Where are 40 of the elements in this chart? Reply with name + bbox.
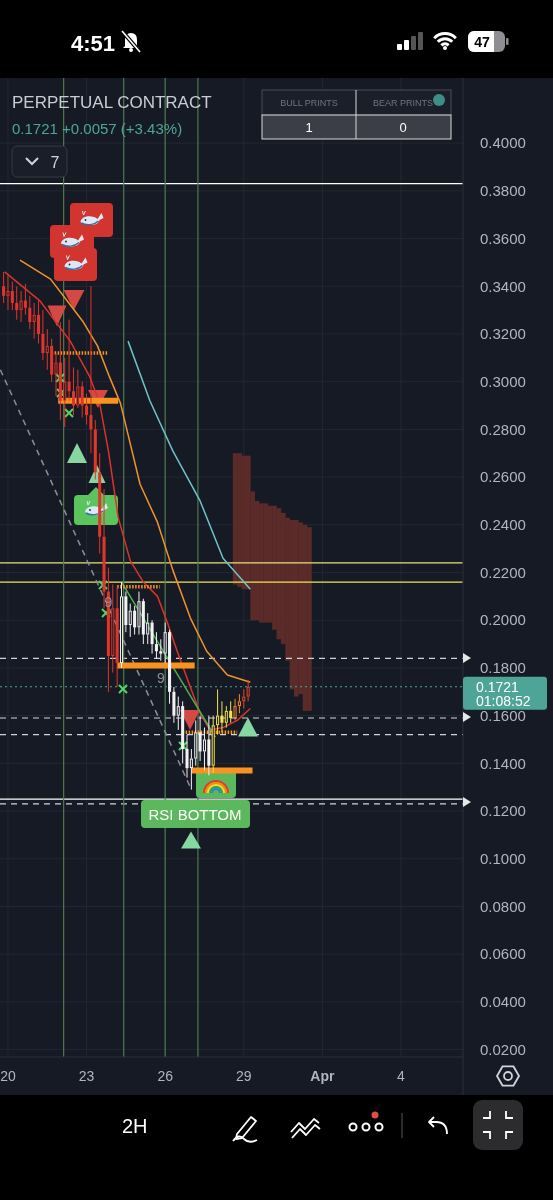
- annotation: BULL PRINTS: [280, 98, 338, 108]
- y-tick-label: 0.2000: [480, 611, 526, 629]
- y-tick-label: 0.3400: [480, 277, 526, 295]
- y-tick-label: 0.3200: [480, 325, 526, 343]
- annotation: 7: [50, 154, 60, 171]
- y-tick-label: 0.2600: [480, 468, 526, 486]
- text: 4:51: [71, 31, 116, 56]
- y-tick-label: 0.1000: [480, 850, 526, 868]
- y-tick-label: 0.1800: [480, 659, 526, 677]
- y-tick-label: 0.0800: [480, 897, 526, 915]
- y-tick-label: 0.2800: [480, 420, 526, 438]
- y-tick-label: 0.4000: [480, 134, 526, 152]
- y-tick-label: 0.0200: [480, 1040, 526, 1058]
- x-tick-label: 20: [0, 1067, 16, 1084]
- annotation: 9: [104, 594, 113, 611]
- y-tick-label: 0.0400: [480, 993, 526, 1011]
- annotation: BEAR PRINTS: [372, 98, 434, 108]
- annotation: RSI BOTTOM: [148, 806, 242, 823]
- x-tick-label: 26: [157, 1067, 174, 1084]
- text: 47: [474, 34, 490, 50]
- annotation: 1: [305, 120, 313, 135]
- ref-line-label: 0.1721: [476, 678, 520, 695]
- y-tick-label: 0.0600: [480, 945, 526, 963]
- y-tick-label: 0.3800: [480, 182, 526, 200]
- x-tick-label: 4: [397, 1067, 406, 1084]
- x-tick-label: 23: [78, 1067, 95, 1084]
- text: 01:08:52: [476, 693, 531, 709]
- y-tick-label: 0.2400: [480, 516, 526, 534]
- y-tick-label: 0.2200: [480, 563, 526, 581]
- y-tick-label: 0.1200: [480, 802, 526, 820]
- y-tick-label: 0.1400: [480, 754, 526, 772]
- annotation: 0: [399, 120, 407, 135]
- x-tick-label: 29: [235, 1067, 252, 1084]
- text: 2H: [122, 1115, 148, 1137]
- y-tick-label: 0.1600: [480, 706, 526, 724]
- y-tick-label: 0.3000: [480, 372, 526, 390]
- text: PERPETUAL CONTRACT: [12, 93, 212, 112]
- y-tick-label: 0.3600: [480, 229, 526, 247]
- annotation: 9: [156, 670, 165, 687]
- x-tick-label: Apr: [310, 1067, 335, 1084]
